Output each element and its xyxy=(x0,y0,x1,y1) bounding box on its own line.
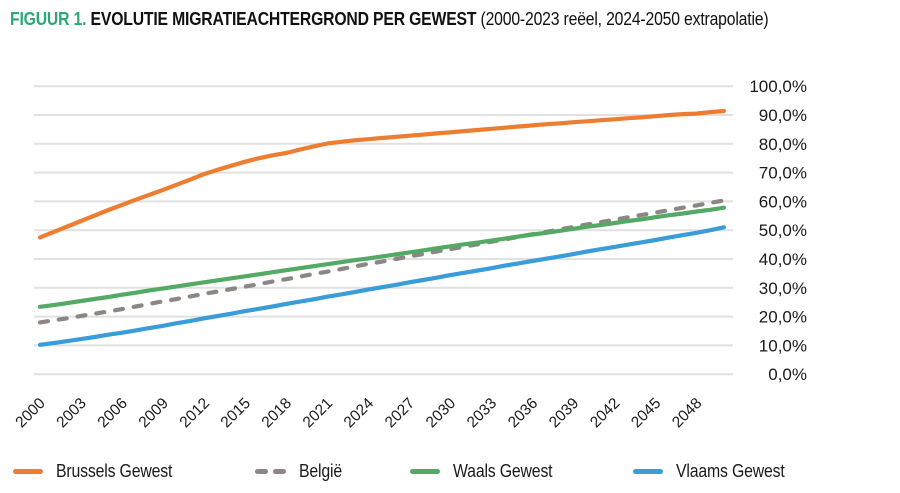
legend-item-vlaams-gewest: Vlaams Gewest xyxy=(633,458,799,484)
legend-swatch xyxy=(410,468,440,474)
y-axis-tick-label: 60,0% xyxy=(759,192,807,211)
x-axis-tick-label: 2042 xyxy=(587,395,623,431)
legend-swatch xyxy=(13,468,43,474)
series-line-brussels-gewest xyxy=(37,108,727,240)
x-axis-tick-label: 2027 xyxy=(382,395,418,431)
figure-label: FIGUUR 1. xyxy=(10,9,87,29)
y-axis-tick-label: 80,0% xyxy=(759,135,807,154)
legend-item-brussels-gewest: Brussels Gewest xyxy=(13,458,188,484)
figure-heading: EVOLUTIE MIGRATIEACHTERGROND PER GEWEST xyxy=(90,9,477,29)
y-axis-tick-label: 10,0% xyxy=(759,336,807,355)
series-line-belgi- xyxy=(37,198,727,325)
figure-title: FIGUUR 1. EVOLUTIE MIGRATIEACHTERGROND P… xyxy=(10,7,769,31)
y-axis-tick-label: 0,0% xyxy=(768,365,807,384)
legend-label: Vlaams Gewest xyxy=(676,460,785,481)
x-axis-tick-label: 2039 xyxy=(546,395,582,431)
y-axis-tick-label: 100,0% xyxy=(749,77,807,96)
legend-swatch xyxy=(255,468,286,474)
legend-label: Waals Gewest xyxy=(453,460,553,481)
x-axis-tick-label: 2015 xyxy=(218,395,254,431)
y-axis-tick-label: 40,0% xyxy=(759,250,807,269)
x-axis-tick-label: 2033 xyxy=(464,395,500,431)
y-axis-tick-label: 20,0% xyxy=(759,308,807,327)
line-chart: 0,0% 10,0% 20,0% 30,0% 40,0% 50,0% 60,0% 70,0% 8… xyxy=(12,77,807,432)
x-axis-tick-label: 2024 xyxy=(341,395,378,432)
y-axis-tick-label: 90,0% xyxy=(759,106,807,125)
x-axis-tick-label: 2018 xyxy=(259,395,295,431)
x-axis-tick-label: 2009 xyxy=(136,395,172,431)
series-line-vlaams-gewest xyxy=(37,225,727,347)
x-axis-tick-label: 2036 xyxy=(505,395,541,431)
legend: Brussels Gewest België Waals Gewest Vlaams … xyxy=(0,458,900,488)
x-axis-tick-label: 2021 xyxy=(300,395,336,431)
legend-label: België xyxy=(299,460,342,481)
x-axis-tick-label: 2006 xyxy=(95,395,131,431)
y-axis-tick-label: 50,0% xyxy=(759,221,807,240)
legend-label: Brussels Gewest xyxy=(56,460,173,481)
y-axis-tick-label: 30,0% xyxy=(759,279,807,298)
y-axis-tick-label: 70,0% xyxy=(759,164,807,183)
x-axis-tick-label: 2030 xyxy=(423,395,460,432)
x-axis-tick-label: 2000 xyxy=(12,395,49,432)
x-axis-tick-label: 2048 xyxy=(669,395,705,431)
x-axis-tick-label: 2012 xyxy=(177,395,213,431)
figure-subtitle: (2000-2023 reëel, 2024-2050 extrapolatie… xyxy=(480,9,769,29)
x-axis-tick-label: 2003 xyxy=(53,395,89,431)
x-axis-tick-label: 2045 xyxy=(628,395,664,431)
legend-swatch xyxy=(633,468,663,474)
legend-item-belgi-: België xyxy=(255,458,348,484)
legend-item-waals-gewest: Waals Gewest xyxy=(410,458,566,484)
series-line-waals-gewest xyxy=(37,205,727,309)
